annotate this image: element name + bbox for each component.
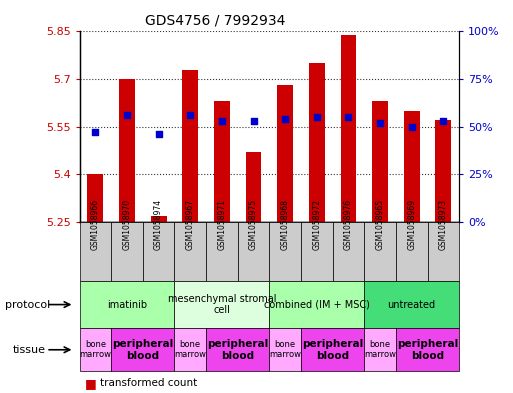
Text: GSM1058976: GSM1058976 bbox=[344, 198, 353, 250]
Bar bbox=[214, 101, 230, 222]
Text: GSM1058972: GSM1058972 bbox=[312, 198, 321, 250]
Text: GSM1058970: GSM1058970 bbox=[123, 198, 131, 250]
Point bbox=[218, 118, 226, 124]
Text: bone
marrow: bone marrow bbox=[174, 340, 206, 360]
Text: GSM1058969: GSM1058969 bbox=[407, 198, 416, 250]
Text: ■: ■ bbox=[85, 392, 96, 393]
Text: GSM1058975: GSM1058975 bbox=[249, 198, 258, 250]
Bar bbox=[277, 85, 293, 222]
Text: GSM1058971: GSM1058971 bbox=[218, 198, 226, 250]
Text: tissue: tissue bbox=[13, 345, 46, 355]
Bar bbox=[372, 101, 388, 222]
Text: untreated: untreated bbox=[388, 299, 436, 310]
Point bbox=[154, 131, 163, 138]
Point bbox=[249, 118, 258, 124]
Text: GSM1058974: GSM1058974 bbox=[154, 198, 163, 250]
Point bbox=[344, 114, 352, 120]
Point bbox=[91, 129, 100, 136]
Bar bbox=[151, 216, 167, 222]
Text: bone
marrow: bone marrow bbox=[80, 340, 111, 360]
Bar bbox=[119, 79, 135, 222]
Text: GDS4756 / 7992934: GDS4756 / 7992934 bbox=[145, 14, 286, 28]
Bar bbox=[341, 35, 357, 222]
Text: GSM1058968: GSM1058968 bbox=[281, 198, 290, 250]
Bar bbox=[182, 70, 198, 222]
Point bbox=[281, 116, 289, 122]
Text: peripheral
blood: peripheral blood bbox=[207, 339, 268, 360]
Point bbox=[186, 112, 194, 118]
Bar bbox=[246, 152, 262, 222]
Point bbox=[439, 118, 447, 124]
Bar bbox=[87, 174, 103, 222]
Bar bbox=[309, 63, 325, 222]
Text: GSM1058967: GSM1058967 bbox=[186, 198, 195, 250]
Text: ■: ■ bbox=[85, 376, 96, 390]
Bar bbox=[404, 111, 420, 222]
Text: peripheral
blood: peripheral blood bbox=[397, 339, 458, 360]
Text: bone
marrow: bone marrow bbox=[269, 340, 301, 360]
Bar bbox=[436, 120, 451, 222]
Point bbox=[312, 114, 321, 120]
Point bbox=[123, 112, 131, 118]
Text: GSM1058973: GSM1058973 bbox=[439, 198, 448, 250]
Text: peripheral
blood: peripheral blood bbox=[112, 339, 173, 360]
Point bbox=[376, 120, 384, 126]
Text: mesenchymal stromal
cell: mesenchymal stromal cell bbox=[168, 294, 276, 315]
Text: imatinib: imatinib bbox=[107, 299, 147, 310]
Point bbox=[407, 123, 416, 130]
Text: combined (IM + MSC): combined (IM + MSC) bbox=[264, 299, 370, 310]
Text: GSM1058966: GSM1058966 bbox=[91, 198, 100, 250]
Text: peripheral
blood: peripheral blood bbox=[302, 339, 363, 360]
Text: protocol: protocol bbox=[5, 299, 50, 310]
Text: transformed count: transformed count bbox=[100, 378, 198, 388]
Text: GSM1058965: GSM1058965 bbox=[376, 198, 385, 250]
Text: bone
marrow: bone marrow bbox=[364, 340, 396, 360]
